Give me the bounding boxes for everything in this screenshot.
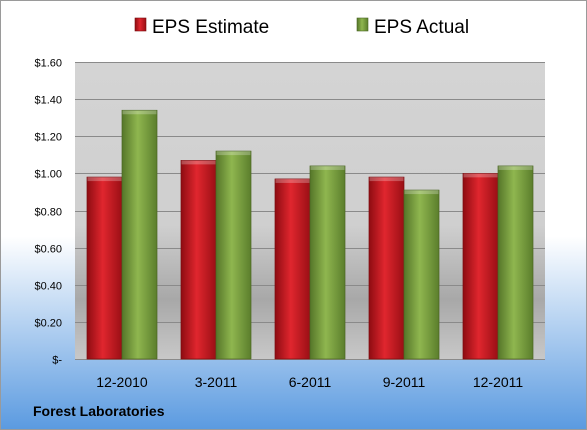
y-tick-label: $- <box>52 355 62 367</box>
bar-body <box>309 165 346 360</box>
y-tick-label: $1.60 <box>34 58 62 70</box>
bar-highlight <box>181 160 216 165</box>
bar-highlight <box>310 165 345 170</box>
bar-body <box>121 109 158 360</box>
bar-eps-estimate <box>462 173 499 360</box>
bar-body <box>403 189 440 360</box>
bar-highlight <box>216 151 251 156</box>
x-category-label: 12-2011 <box>473 374 524 390</box>
y-tick-label: $1.20 <box>34 132 62 144</box>
y-tick-label: $0.60 <box>34 244 62 256</box>
bar-eps-estimate <box>368 176 405 360</box>
bars <box>86 109 534 360</box>
bar-body <box>215 150 252 360</box>
bar-body <box>497 165 534 360</box>
x-category-label: 3-2011 <box>195 374 238 390</box>
legend-label-eps-estimate: EPS Estimate <box>152 17 269 38</box>
bar-eps-actual <box>121 109 158 360</box>
legend-label-eps-actual: EPS Actual <box>374 17 469 38</box>
legend-swatch-eps-estimate <box>134 17 147 32</box>
y-tick-label: $0.80 <box>34 207 62 219</box>
bar-body <box>368 176 405 360</box>
y-tick-label: $1.40 <box>34 95 62 107</box>
y-axis-tick-labels: $- $0.20 $0.40 $0.60 $0.80 $1.00 $1.20 $1.40 $1.… <box>34 58 62 367</box>
legend: EPS Estimate EPS Actual <box>134 17 469 38</box>
bar-highlight <box>369 177 404 182</box>
bar-body <box>462 173 499 360</box>
bar-eps-actual <box>309 165 346 360</box>
bar-eps-estimate <box>180 160 217 360</box>
bar-eps-actual <box>215 150 252 360</box>
x-category-label: 9-2011 <box>383 374 426 390</box>
y-tick-label: $0.40 <box>34 281 62 293</box>
bar-highlight <box>122 110 157 115</box>
bar-eps-actual <box>497 165 534 360</box>
x-axis-category-labels: 12-2010 3-2011 6-2011 9-2011 12-2011 <box>96 374 523 390</box>
bar-body <box>180 160 217 360</box>
bar-highlight <box>498 165 533 170</box>
legend-swatch-eps-actual <box>356 17 369 32</box>
bar-highlight <box>87 177 122 182</box>
bar-highlight <box>404 190 439 195</box>
bar-eps-estimate <box>86 176 123 360</box>
bar-body <box>86 176 123 360</box>
bar-highlight <box>275 178 310 183</box>
bar-highlight <box>463 173 498 178</box>
bar-eps-estimate <box>274 178 311 360</box>
y-tick-label: $1.00 <box>34 169 62 181</box>
x-category-label: 6-2011 <box>289 374 332 390</box>
x-category-label: 12-2010 <box>96 374 148 390</box>
y-tick-label: $0.20 <box>34 318 62 330</box>
company-label: Forest Laboratories <box>33 403 165 419</box>
bar-body <box>274 178 311 360</box>
bar-eps-actual <box>403 189 440 360</box>
